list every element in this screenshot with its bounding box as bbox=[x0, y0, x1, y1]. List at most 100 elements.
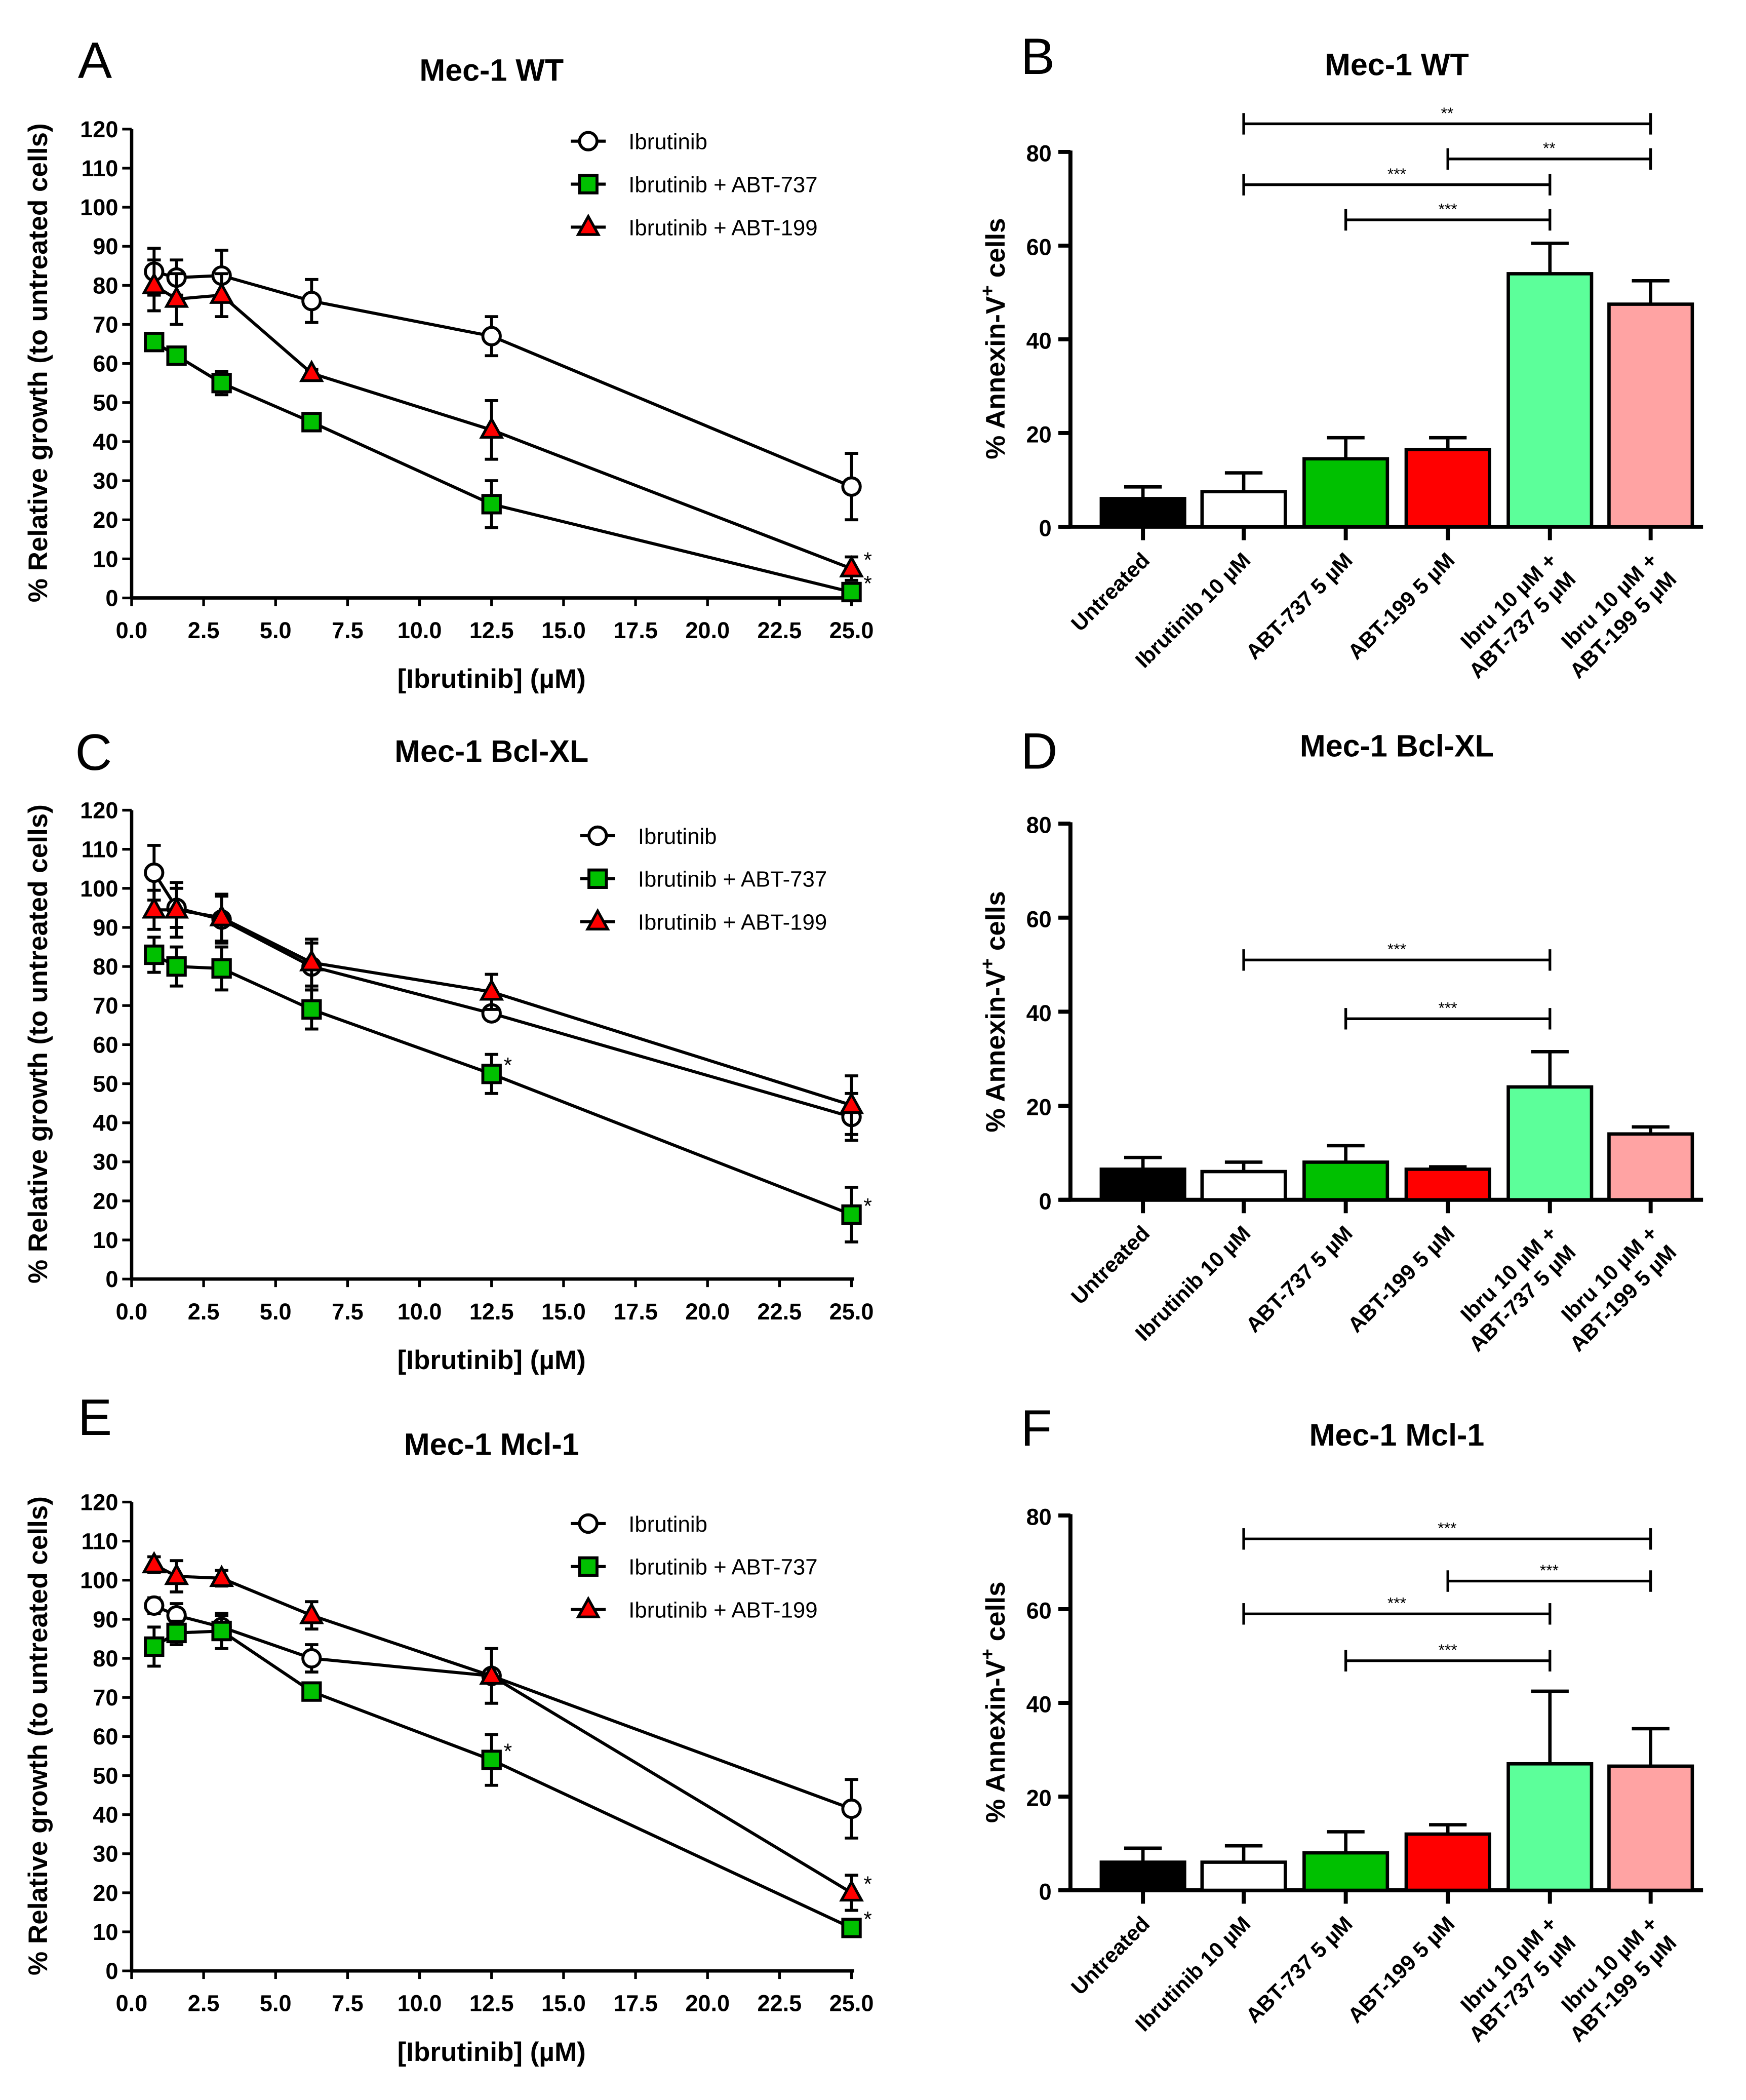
y-tick-label: 90 bbox=[93, 915, 118, 941]
chart-title: Mec-1 WT bbox=[419, 53, 564, 87]
y-axis-label-superscript: + bbox=[977, 1649, 998, 1660]
data-point bbox=[164, 285, 189, 308]
bar bbox=[1607, 1132, 1694, 1202]
x-tick-label: 15.0 bbox=[541, 1299, 586, 1325]
x-tick-label: 2.5 bbox=[188, 617, 220, 643]
chart-title: Mec-1 Bcl-XL bbox=[394, 734, 588, 768]
series-ibrutinib-abt-199 bbox=[141, 881, 864, 1136]
series-ibrutinib-abt-737: ** bbox=[144, 936, 872, 1243]
data-point bbox=[166, 956, 187, 977]
y-tick-label: 90 bbox=[93, 234, 118, 259]
panel-B: B Mec-1 WT % Annexin-V+ cells 0 20 40 60 80 Untr… bbox=[977, 28, 1703, 683]
data-point bbox=[144, 332, 165, 353]
y-axis-label: % Annexin-V+ cells bbox=[977, 218, 1011, 459]
legend-label: Ibrutinib bbox=[628, 130, 707, 154]
data-point bbox=[479, 1662, 504, 1685]
y-tick-label: 50 bbox=[93, 1071, 118, 1097]
bar bbox=[1404, 1168, 1491, 1202]
y-tick-label: 20 bbox=[1026, 421, 1052, 447]
panel-E: E Mec-1 Mcl-1 [Ibrutinib] (µM) % Relative g… bbox=[23, 1389, 874, 2067]
data-point bbox=[164, 1563, 189, 1585]
series-line bbox=[153, 270, 852, 488]
y-tick-label: 80 bbox=[1026, 812, 1052, 838]
x-tick-label: 20.0 bbox=[685, 1299, 730, 1325]
series-line bbox=[153, 953, 852, 1216]
y-tick-label: 0 bbox=[1039, 515, 1052, 541]
y-tick-label: 110 bbox=[82, 837, 118, 863]
significance-star: * bbox=[504, 1054, 512, 1077]
category-label: ABT-737 5 µM bbox=[1241, 548, 1357, 664]
panel-letter: A bbox=[78, 32, 112, 89]
data-point bbox=[841, 1204, 862, 1225]
y-tick-label: 0 bbox=[1039, 1879, 1052, 1905]
y-axis-label-suffix: cells bbox=[981, 1581, 1011, 1649]
y-tick-label: 40 bbox=[1026, 1000, 1052, 1026]
y-tick-label: 50 bbox=[93, 1763, 118, 1788]
category-label: Untreated bbox=[1066, 548, 1154, 636]
y-axis-label: % Relative growth (to untreated cells) bbox=[23, 804, 53, 1284]
bar bbox=[1200, 1170, 1287, 1202]
y-tick-label: 90 bbox=[93, 1607, 118, 1632]
significance-label: ** bbox=[1441, 104, 1453, 122]
legend-marker bbox=[578, 131, 599, 151]
panel-letter: B bbox=[1021, 28, 1055, 85]
significance-label: *** bbox=[1439, 200, 1457, 218]
bar bbox=[1302, 457, 1390, 529]
significance-star: * bbox=[504, 1739, 512, 1763]
y-tick-label: 80 bbox=[93, 1646, 118, 1671]
legend-marker bbox=[578, 1513, 599, 1534]
data-point bbox=[166, 1622, 187, 1644]
y-axis-label-superscript: + bbox=[977, 285, 998, 296]
panel-C: C Mec-1 Bcl-XL [Ibrutinib] (µM) % Relative … bbox=[23, 724, 874, 1375]
y-tick-label: 20 bbox=[93, 1880, 118, 1906]
x-tick-label: 7.5 bbox=[332, 617, 364, 643]
x-tick-label: 2.5 bbox=[188, 1991, 220, 2016]
x-tick-label: 0.0 bbox=[116, 1991, 148, 2016]
data-point bbox=[841, 581, 862, 603]
y-axis-label-suffix: cells bbox=[981, 891, 1011, 958]
significance-label: *** bbox=[1387, 940, 1406, 958]
legend-marker bbox=[587, 825, 608, 846]
series-ibrutinib bbox=[144, 247, 862, 522]
data-point bbox=[299, 1602, 324, 1624]
series-ibrutinib-abt-199: * bbox=[141, 1551, 872, 1912]
legend-label: Ibrutinib + ABT-737 bbox=[628, 173, 817, 198]
data-point bbox=[841, 476, 862, 497]
y-tick-label: 120 bbox=[80, 1489, 118, 1515]
data-point bbox=[839, 555, 864, 577]
x-tick-label: 7.5 bbox=[332, 1991, 364, 2016]
legend-marker bbox=[576, 1596, 601, 1618]
y-tick-label: 120 bbox=[80, 797, 118, 823]
series-line bbox=[153, 1604, 852, 1810]
y-tick-label: 80 bbox=[1026, 1504, 1052, 1530]
y-tick-label: 60 bbox=[93, 351, 118, 377]
bar bbox=[1506, 272, 1594, 529]
legend-marker bbox=[585, 908, 610, 930]
legend-marker bbox=[578, 174, 599, 195]
y-tick-label: 10 bbox=[93, 1919, 118, 1945]
x-tick-label: 5.0 bbox=[260, 617, 292, 643]
data-point bbox=[164, 896, 189, 919]
x-axis-label: [Ibrutinib] (µM) bbox=[398, 2037, 586, 2067]
x-tick-label: 10.0 bbox=[398, 617, 442, 643]
legend-marker bbox=[576, 213, 601, 236]
significance-star: * bbox=[863, 548, 872, 572]
significance-label: *** bbox=[1540, 1561, 1559, 1579]
bar bbox=[1302, 1160, 1390, 1202]
y-tick-label: 30 bbox=[93, 1149, 118, 1175]
x-tick-label: 12.5 bbox=[469, 1299, 514, 1325]
significance-label: *** bbox=[1439, 1641, 1457, 1659]
panel-letter: D bbox=[1021, 723, 1058, 780]
x-tick-label: 22.5 bbox=[758, 1991, 802, 2016]
y-tick-label: 70 bbox=[93, 1685, 118, 1710]
y-axis-label: % Annexin-V+ cells bbox=[977, 1581, 1011, 1823]
y-tick-label: 40 bbox=[93, 429, 118, 455]
x-tick-label: 25.0 bbox=[829, 617, 874, 643]
significance-star: * bbox=[863, 1908, 872, 1931]
category-label: ABT-737 5 µM bbox=[1241, 1912, 1357, 2028]
y-tick-label: 110 bbox=[82, 155, 118, 181]
y-tick-label: 0 bbox=[105, 1266, 118, 1292]
x-tick-label: 0.0 bbox=[116, 617, 148, 643]
significance-label: *** bbox=[1439, 999, 1457, 1017]
legend-label: Ibrutinib bbox=[638, 824, 717, 849]
